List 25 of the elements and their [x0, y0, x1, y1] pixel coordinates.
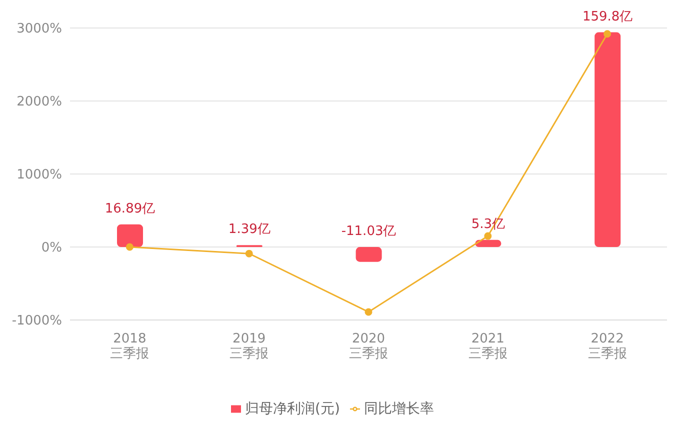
x-tick-label: 2019 三季报 — [230, 331, 269, 362]
bar — [475, 240, 502, 248]
legend-label: 同比增长率 — [364, 401, 434, 417]
data-label: 159.8亿 — [582, 9, 633, 24]
point — [364, 308, 372, 316]
bar — [356, 247, 382, 262]
data-label: 1.39亿 — [228, 222, 270, 238]
legend-label: 归母净利润(元) — [245, 401, 340, 417]
point — [604, 30, 612, 38]
y-tick-label: 3000% — [16, 22, 62, 37]
bar — [594, 32, 621, 248]
y-tick-label: -1000% — [12, 314, 62, 329]
bar — [117, 224, 143, 248]
point — [126, 243, 134, 251]
y-tick-label: 2000% — [16, 94, 62, 110]
point — [484, 232, 492, 240]
x-tick-label: 2020 三季报 — [349, 331, 388, 362]
y-tick-label: 1000% — [16, 168, 62, 183]
data-label: 16.89亿 — [104, 201, 156, 216]
y-tick-label: 0% — [41, 240, 62, 256]
x-tick-label: 2018 三季报 — [110, 331, 150, 362]
x-tick-label: 2022 三季报 — [588, 331, 627, 362]
data-label: -11.03亿 — [341, 224, 396, 240]
point — [245, 250, 253, 258]
x-tick-label: 2021 三季报 — [468, 331, 508, 362]
